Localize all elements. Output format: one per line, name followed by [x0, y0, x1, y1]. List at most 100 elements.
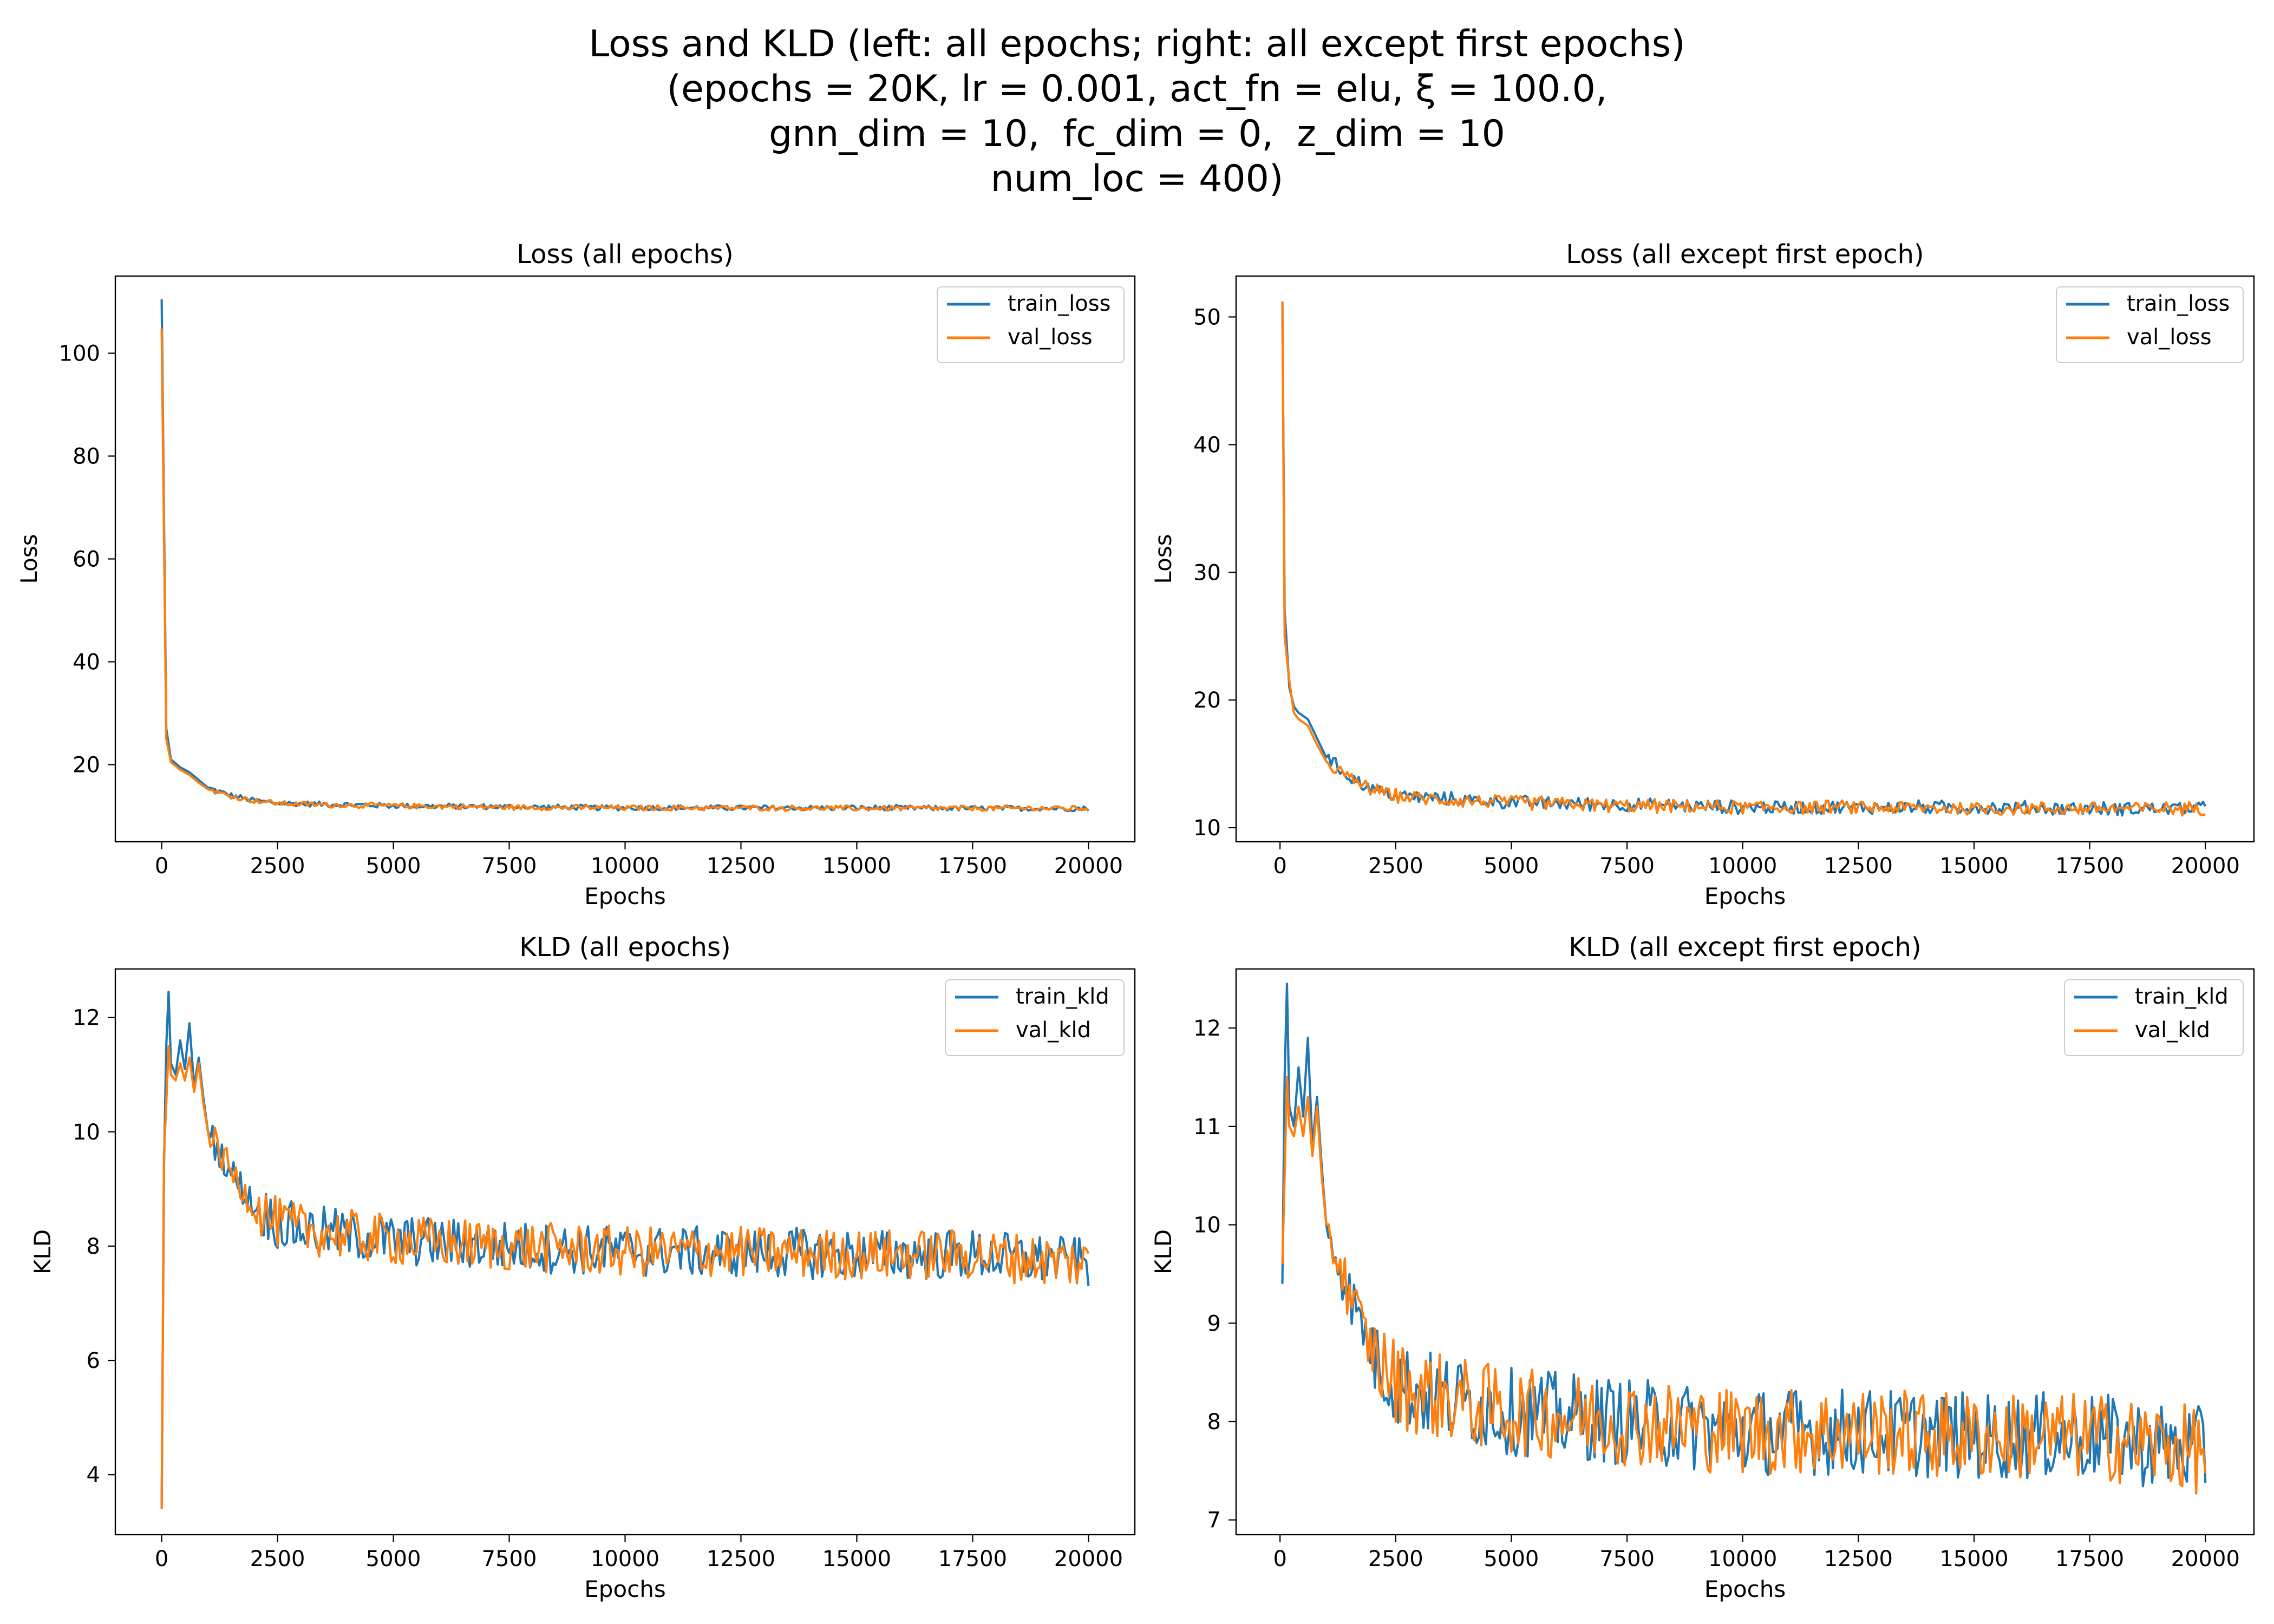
- y-tick-label: 50: [1193, 305, 1221, 330]
- x-tick-label: 5000: [1484, 854, 1539, 879]
- legend-label-val_kld: val_kld: [1016, 1018, 1091, 1043]
- x-tick-label: 10000: [1708, 1547, 1777, 1571]
- chart-panel-3: 0 2500 5000 7500 10000 12500 15000 17500 20000 4 6…: [29, 932, 1136, 1602]
- x-tick-label: 12500: [1824, 1547, 1893, 1571]
- y-tick-label: 80: [73, 444, 100, 469]
- legend: train_loss val_loss: [2056, 286, 2244, 363]
- series-line-val_loss: [1281, 302, 2206, 817]
- legend-box: [937, 286, 1125, 363]
- y-tick-label: 10: [1193, 1213, 1221, 1238]
- x-tick-label: 12500: [707, 1547, 775, 1571]
- x-tick-label: 12500: [707, 854, 775, 879]
- y-axis-label: KLD: [1150, 1229, 1177, 1274]
- suptitle-line-2: (epochs = 20K, lr = 0.001, act_fn = elu,…: [666, 68, 1608, 110]
- y-tick-label: 7: [1207, 1508, 1221, 1533]
- x-tick-label: 17500: [2055, 854, 2124, 879]
- legend-label-val_kld: val_kld: [2135, 1018, 2210, 1043]
- series-line-val_kld: [1281, 1076, 2207, 1495]
- y-axis-label: Loss: [16, 534, 42, 584]
- x-tick-label: 0: [155, 1547, 168, 1571]
- x-tick-label: 20000: [1054, 854, 1123, 879]
- y-tick-label: 9: [1207, 1311, 1221, 1336]
- y-tick-label: 6: [87, 1348, 100, 1373]
- series-line-train_loss: [160, 299, 1089, 813]
- chart-panel-4: 0 2500 5000 7500 10000 12500 15000 17500 20000 7 8…: [1150, 932, 2255, 1602]
- x-tick-label: 10000: [591, 1547, 659, 1571]
- y-tick-label: 10: [1193, 816, 1221, 841]
- legend: train_kld val_kld: [945, 979, 1125, 1056]
- y-tick-label: 60: [73, 547, 100, 572]
- y-tick-label: 11: [1193, 1115, 1221, 1140]
- legend: train_kld val_kld: [2064, 979, 2244, 1056]
- y-tick-label: 30: [1193, 560, 1221, 585]
- axes-frame: [1235, 968, 2255, 1536]
- x-tick-label: 17500: [938, 1547, 1007, 1571]
- x-tick-label: 0: [1273, 1547, 1286, 1571]
- y-tick-label: 4: [87, 1463, 100, 1488]
- x-axis-label: Epochs: [1704, 1576, 1786, 1602]
- y-tick-label: 40: [1193, 433, 1221, 457]
- y-tick-label: 40: [73, 650, 100, 675]
- legend-label-val_loss: val_loss: [2127, 325, 2212, 350]
- y-tick-label: 8: [87, 1234, 100, 1259]
- suptitle-line-1: Loss and KLD (left: all epochs; right: a…: [589, 23, 1685, 66]
- axes-frame: [1235, 275, 2255, 843]
- x-tick-label: 10000: [591, 854, 659, 879]
- chart-panel-1: 0 2500 5000 7500 10000 12500 15000 17500 20000 20…: [16, 239, 1136, 909]
- x-axis-label: Epochs: [584, 1576, 666, 1602]
- suptitle-line-4: num_loc = 400): [990, 158, 1284, 200]
- y-tick-label: 10: [73, 1120, 100, 1145]
- legend-label-train_kld: train_kld: [1016, 984, 1109, 1009]
- chart-title: KLD (all epochs): [519, 932, 730, 962]
- y-tick-label: 12: [73, 1006, 100, 1031]
- y-tick-label: 100: [59, 342, 100, 366]
- series-line-val_loss: [160, 328, 1089, 812]
- x-tick-label: 17500: [2055, 1547, 2124, 1571]
- suptitle-line-3: gnn_dim = 10, fc_dim = 0, z_dim = 10: [769, 113, 1505, 155]
- x-tick-label: 2500: [1368, 854, 1423, 879]
- y-tick-label: 12: [1193, 1016, 1221, 1041]
- x-axis-label: Epochs: [584, 883, 666, 909]
- x-tick-label: 0: [155, 854, 168, 879]
- chart-title: Loss (all epochs): [517, 239, 734, 270]
- legend-label-train_loss: train_loss: [2127, 291, 2230, 316]
- figure-suptitle: Loss and KLD (left: all epochs; right: a…: [0, 22, 2274, 201]
- series-line-train_loss: [1281, 302, 2207, 817]
- legend-box: [2056, 286, 2244, 363]
- x-tick-label: 20000: [2171, 1547, 2240, 1571]
- legend-label-train_loss: train_loss: [1008, 291, 1110, 316]
- series-line-val_kld: [160, 1045, 1090, 1509]
- x-tick-label: 5000: [1484, 1547, 1539, 1571]
- x-tick-label: 12500: [1824, 854, 1893, 879]
- x-tick-label: 7500: [1599, 854, 1655, 879]
- series-line-train_kld: [1281, 983, 2207, 1488]
- x-tick-label: 15000: [1939, 1547, 2008, 1571]
- x-tick-label: 5000: [366, 854, 421, 879]
- legend: train_loss val_loss: [937, 286, 1125, 363]
- x-axis-label: Epochs: [1704, 883, 1786, 909]
- x-tick-label: 2500: [250, 1547, 305, 1571]
- x-tick-label: 20000: [2171, 854, 2240, 879]
- chart-title: Loss (all except first epoch): [1566, 239, 1924, 270]
- x-tick-label: 5000: [366, 1547, 421, 1571]
- chart-title: KLD (all except first epoch): [1569, 932, 1921, 962]
- x-tick-label: 2500: [250, 854, 305, 879]
- x-tick-label: 7500: [482, 1547, 537, 1571]
- y-tick-label: 8: [1207, 1410, 1221, 1435]
- x-tick-label: 15000: [822, 854, 891, 879]
- legend-label-val_loss: val_loss: [1008, 325, 1093, 350]
- y-tick-label: 20: [1193, 688, 1221, 713]
- y-axis-label: KLD: [29, 1229, 56, 1274]
- x-tick-label: 7500: [482, 854, 537, 879]
- x-tick-label: 15000: [822, 1547, 891, 1571]
- x-tick-label: 0: [1273, 854, 1286, 879]
- x-tick-label: 15000: [1939, 854, 2008, 879]
- x-tick-label: 2500: [1368, 1547, 1423, 1571]
- chart-panel-2: 0 2500 5000 7500 10000 12500 15000 17500 20000 10…: [1150, 239, 2255, 909]
- legend-label-train_kld: train_kld: [2135, 984, 2229, 1009]
- x-tick-label: 7500: [1599, 1547, 1655, 1571]
- x-tick-label: 20000: [1054, 1547, 1123, 1571]
- y-tick-label: 20: [73, 753, 100, 778]
- y-axis-label: Loss: [1150, 534, 1177, 584]
